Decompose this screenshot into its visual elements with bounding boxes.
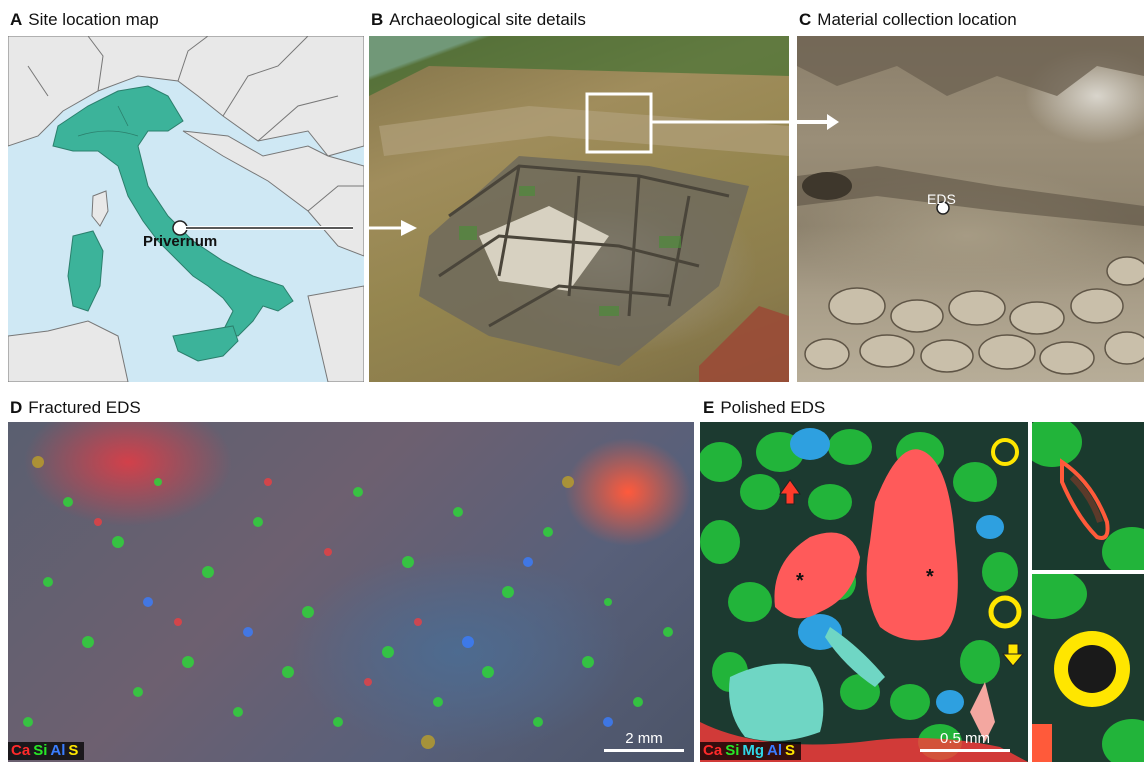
panel-c-letter: C <box>799 10 812 29</box>
polished-scale-bar: 0.5 mm <box>920 730 1010 752</box>
legend-si: Si <box>33 742 48 759</box>
eds-location-label: EDS <box>927 191 956 207</box>
fractured-eds-legend: Ca Si Al S <box>8 742 85 760</box>
legend-al: Al <box>50 742 66 759</box>
polished-eds-legend: Ca Si Mg Al S <box>700 742 802 760</box>
site-location-map: Privernum <box>8 36 364 382</box>
legend-ca: Ca <box>11 742 31 759</box>
polished-eds-inset-ca <box>1032 422 1144 570</box>
panel-b-title-text: Archaeological site details <box>389 10 586 29</box>
panel-a-title: A Site location map <box>10 10 159 30</box>
panel-a-letter: A <box>10 10 23 29</box>
panel-e-title: E Polished EDS <box>703 398 825 418</box>
map-graphic <box>8 36 364 382</box>
legend-s: S <box>68 742 79 759</box>
legend-ca: Ca <box>703 742 723 759</box>
panel-d-letter: D <box>10 398 23 417</box>
fractured-scale-label: 2 mm <box>625 730 663 747</box>
polished-eds-map: * * Ca Si Mg Al S 0.5 mm <box>700 422 1028 762</box>
fractured-scale-bar: 2 mm <box>604 730 684 752</box>
panel-b-title: B Archaeological site details <box>371 10 586 30</box>
panel-c-title-text: Material collection location <box>817 10 1017 29</box>
fractured-scale-line <box>604 749 684 752</box>
privernum-label: Privernum <box>143 233 218 250</box>
legend-mg: Mg <box>742 742 765 759</box>
panel-b-letter: B <box>371 10 384 29</box>
polished-scale-line <box>920 749 1010 752</box>
grain-asterisk-left: * <box>796 570 804 592</box>
fractured-eds-map: Ca Si Al S 2 mm <box>8 422 694 762</box>
panel-e-title-text: Polished EDS <box>720 398 826 417</box>
aerial-site-photo <box>369 36 789 382</box>
panel-e-letter: E <box>703 398 715 417</box>
inset-s-graphic <box>1032 574 1144 762</box>
polished-scale-label: 0.5 mm <box>939 730 990 747</box>
legend-si: Si <box>725 742 740 759</box>
polished-eds-graphic <box>700 428 1028 762</box>
site-ruins-graphic <box>369 36 789 382</box>
panel-c-title: C Material collection location <box>799 10 1017 30</box>
panel-a-title-text: Site location map <box>28 10 159 29</box>
grain-asterisk-right: * <box>926 566 934 588</box>
panel-d-title: D Fractured EDS <box>10 398 141 418</box>
panel-d-title-text: Fractured EDS <box>28 398 141 417</box>
fractured-eds-graphic <box>23 456 673 749</box>
polished-eds-inset-s <box>1032 574 1144 762</box>
material-collection-photo: EDS <box>797 36 1144 382</box>
inset-ca-graphic <box>1032 422 1144 570</box>
rock-wall-graphic <box>797 36 1144 375</box>
legend-al: Al <box>767 742 783 759</box>
legend-s: S <box>785 742 796 759</box>
